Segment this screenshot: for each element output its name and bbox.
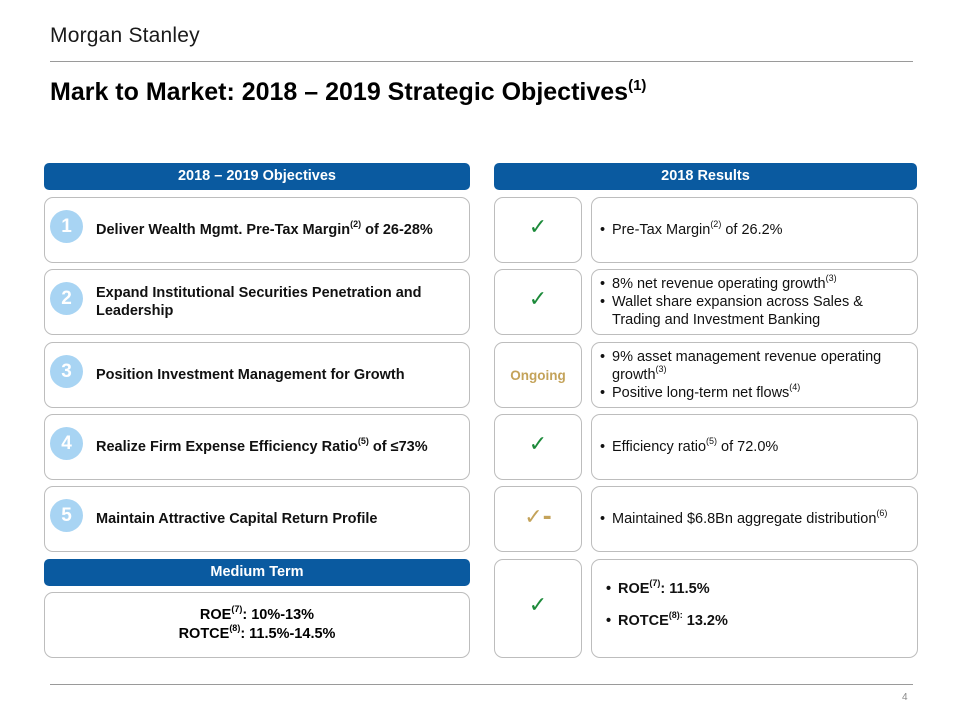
medium-term-rotce: ROTCE(8): 11.5%-14.5% (178, 623, 336, 642)
objective-row-2: 2 Expand Institutional Securities Penetr… (44, 269, 470, 335)
page-number: 4 (902, 692, 908, 703)
status-box-6: ✓ (494, 559, 582, 658)
objective-number-badge: 3 (50, 355, 83, 388)
top-divider (50, 61, 913, 62)
objective-number-badge: 5 (50, 499, 83, 532)
partial-checkmark-icon: ✓- (524, 505, 552, 530)
medium-term-header: Medium Term (44, 559, 470, 586)
objective-text: Maintain Attractive Capital Return Profi… (96, 511, 378, 527)
result-bullet: 9% asset management revenue operating gr… (598, 348, 909, 384)
result-box-6: ROE(7): 11.5% ROTCE(8): 13.2% (591, 559, 918, 658)
objective-row-4: 4 Realize Firm Expense Efficiency Ratio(… (44, 414, 470, 480)
page-title-footnote: (1) (628, 76, 647, 94)
ongoing-status-label: Ongoing (510, 367, 566, 383)
checkmark-icon: ✓ (528, 432, 548, 457)
medium-term-targets: ROE(7): 10%-13% ROTCE(8): 11.5%-14.5% (45, 593, 469, 657)
result-bullet: Positive long-term net flows(4) (598, 383, 909, 402)
status-box-3: Ongoing (494, 342, 582, 408)
morgan-stanley-logo: Morgan Stanley (50, 24, 200, 47)
objective-text: Position Investment Management for Growt… (96, 367, 405, 383)
result-list: Efficiency ratio(5) of 72.0% (598, 415, 909, 479)
result-bullet: ROE(7): 11.5% (604, 579, 909, 598)
result-box-4: Efficiency ratio(5) of 72.0% (591, 414, 918, 480)
result-bullet: Pre-Tax Margin(2) of 26.2% (598, 220, 909, 239)
result-list: Maintained $6.8Bn aggregate distribution… (598, 487, 909, 551)
objective-text: Expand Institutional Securities Penetrat… (96, 285, 422, 319)
result-list: Pre-Tax Margin(2) of 26.2% (598, 198, 909, 262)
objectives-header: 2018 – 2019 Objectives (44, 163, 470, 190)
result-bullet: Efficiency ratio(5) of 72.0% (598, 437, 909, 456)
result-list: 8% net revenue operating growth(3) Walle… (598, 270, 909, 334)
result-bullet: Maintained $6.8Bn aggregate distribution… (598, 509, 909, 528)
objective-text: Realize Firm Expense Efficiency Ratio(5)… (96, 436, 428, 455)
objective-number-badge: 4 (50, 427, 83, 460)
checkmark-icon: ✓ (528, 593, 548, 618)
result-bullet: 8% net revenue operating growth(3) (598, 274, 909, 293)
checkmark-icon: ✓ (528, 215, 548, 240)
objective-number-badge: 2 (50, 282, 83, 315)
bottom-divider (50, 684, 913, 685)
result-list: 9% asset management revenue operating gr… (598, 343, 909, 407)
objective-row-5: 5 Maintain Attractive Capital Return Pro… (44, 486, 470, 552)
medium-term-roe: ROE(7): 10%-13% (199, 604, 315, 623)
status-box-2: ✓ (494, 269, 582, 335)
page-title: Mark to Market: 2018 – 2019 Strategic Ob… (50, 78, 646, 107)
objective-row-1: 1 Deliver Wealth Mgmt. Pre-Tax Margin(2)… (44, 197, 470, 263)
objective-text: Deliver Wealth Mgmt. Pre-Tax Margin(2) o… (96, 219, 433, 238)
status-box-5: ✓- (494, 486, 582, 552)
checkmark-icon: ✓ (528, 287, 548, 312)
status-box-1: ✓ (494, 197, 582, 263)
result-bullet: Wallet share expansion across Sales & Tr… (598, 293, 909, 329)
page-title-text: Mark to Market: 2018 – 2019 Strategic Ob… (50, 78, 629, 106)
result-box-2: 8% net revenue operating growth(3) Walle… (591, 269, 918, 335)
medium-term-box: ROE(7): 10%-13% ROTCE(8): 11.5%-14.5% (44, 592, 470, 658)
status-box-4: ✓ (494, 414, 582, 480)
result-box-5: Maintained $6.8Bn aggregate distribution… (591, 486, 918, 552)
result-list: ROE(7): 11.5% ROTCE(8): 13.2% (604, 579, 909, 630)
objective-number-badge: 1 (50, 210, 83, 243)
objective-row-3: 3 Position Investment Management for Gro… (44, 342, 470, 408)
result-bullet: ROTCE(8): 13.2% (604, 611, 909, 630)
result-box-3: 9% asset management revenue operating gr… (591, 342, 918, 408)
result-box-1: Pre-Tax Margin(2) of 26.2% (591, 197, 918, 263)
results-header: 2018 Results (494, 163, 917, 190)
